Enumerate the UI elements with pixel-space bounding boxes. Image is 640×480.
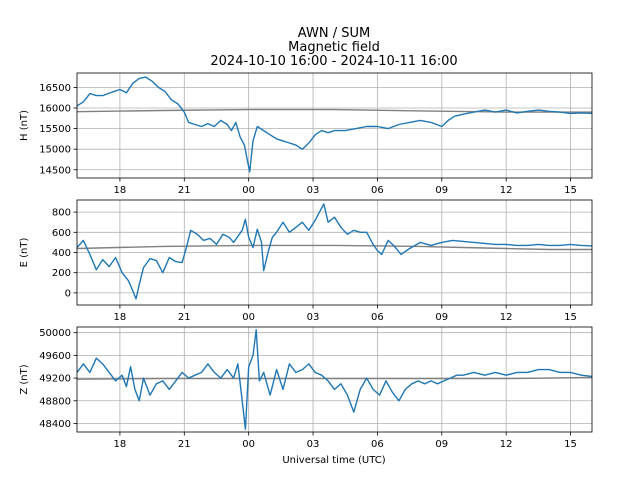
axes-frame	[76, 326, 593, 433]
baseline-line-z	[77, 376, 592, 380]
x-tick-label: 18	[114, 439, 127, 450]
y-tick-label: 49200	[39, 374, 71, 385]
x-tick-label: 12	[500, 439, 513, 450]
y-tick-label: 15500	[39, 124, 71, 135]
axes-frame	[76, 199, 593, 306]
x-tick-label: 00	[242, 185, 255, 196]
x-tick-label: 06	[371, 312, 384, 323]
panels-container: 18 21 00 03 06 09 12 15145001500015500160001650…	[19, 72, 593, 450]
y-tick-label: 49600	[39, 351, 71, 362]
x-tick-label: 03	[307, 439, 320, 450]
x-tick-label: 09	[435, 185, 448, 196]
y-axis-label: Z (nT)	[19, 364, 30, 394]
y-tick-label: 15000	[39, 145, 71, 156]
x-tick-label: 12	[500, 185, 513, 196]
x-tick-label: 00	[242, 439, 255, 450]
y-tick-label: 16000	[39, 104, 71, 115]
panel-h: 18 21 00 03 06 09 12 15 14500 15000 15500 16000 1650…	[19, 72, 593, 196]
x-tick-label: 06	[371, 439, 384, 450]
chart-title-line-3: 2024-10-10 16:00 - 2024-10-11 16:00	[210, 54, 457, 69]
y-tick-label: 0	[65, 288, 71, 299]
x-tick-label: 12	[500, 312, 513, 323]
x-tick-label: 15	[564, 312, 577, 323]
y-tick-label: 600	[52, 228, 71, 239]
x-tick-label: 18	[114, 312, 127, 323]
x-tick-label: 03	[307, 312, 320, 323]
y-tick-label: 50000	[39, 328, 71, 339]
series-line-z	[77, 329, 592, 430]
x-axis-label: Universal time (UTC)	[282, 455, 385, 466]
x-tick-label: 21	[178, 185, 191, 196]
panel-z: 18 21 00 03 06 09 12 15 48400 48800 49200 49600 5000…	[19, 326, 593, 450]
baseline-line-h	[77, 108, 592, 113]
x-tick-label: 21	[178, 439, 191, 450]
y-axis-label: E (nT)	[19, 238, 30, 268]
x-tick-label: 00	[242, 312, 255, 323]
y-tick-label: 400	[52, 248, 71, 259]
baseline-line-e	[77, 244, 592, 251]
x-tick-label: 09	[435, 439, 448, 450]
x-tick-label: 21	[178, 312, 191, 323]
x-tick-label: 09	[435, 312, 448, 323]
x-tick-label: 18	[114, 185, 127, 196]
y-tick-label: 48400	[39, 419, 71, 430]
x-tick-label: 03	[307, 185, 320, 196]
y-tick-label: 16500	[39, 83, 71, 94]
y-axis-label: H (nT)	[19, 110, 30, 141]
x-tick-label: 15	[564, 185, 577, 196]
y-tick-label: 48800	[39, 396, 71, 407]
series-line-h	[77, 76, 592, 173]
chart-title-line-2: Magnetic field	[288, 40, 380, 55]
y-tick-label: 200	[52, 268, 71, 279]
axes-frame	[76, 72, 593, 179]
x-tick-label: 15	[564, 439, 577, 450]
x-tick-label: 06	[371, 185, 384, 196]
chart-title-line-1: AWN / SUM	[298, 26, 370, 41]
panel-e: 18 21 00 03 06 09 12 15 0 200 400 600 800 E (nT)	[19, 199, 593, 323]
y-tick-label: 14500	[39, 165, 71, 176]
series-line-e	[77, 203, 592, 300]
y-tick-label: 800	[52, 208, 71, 219]
